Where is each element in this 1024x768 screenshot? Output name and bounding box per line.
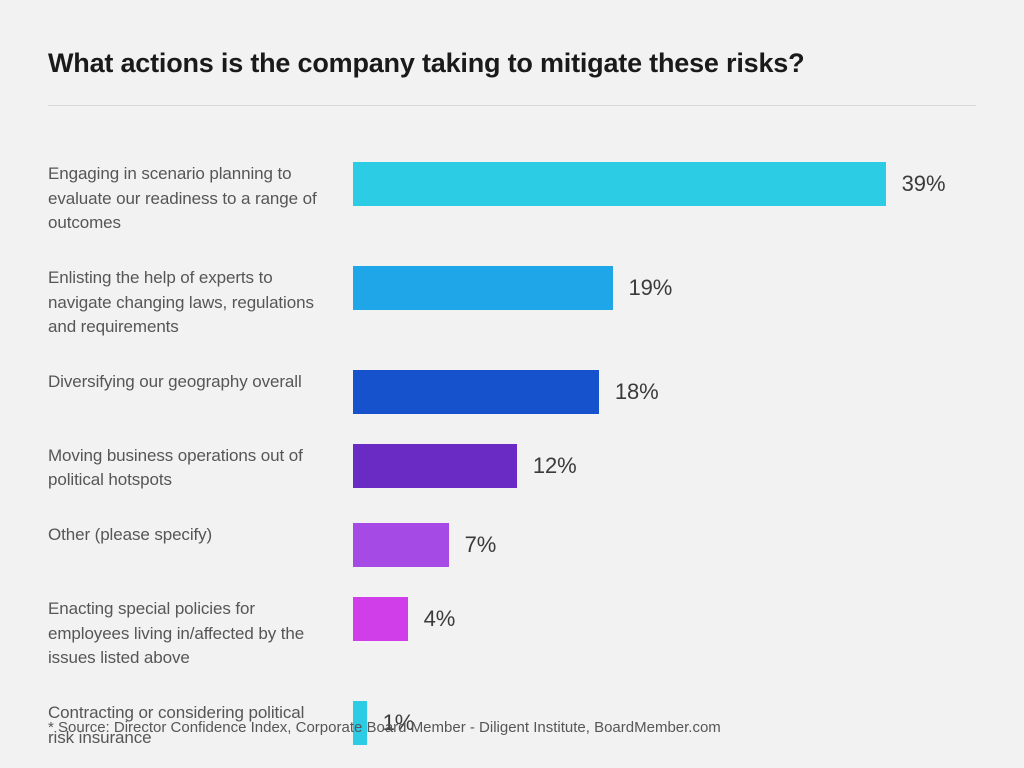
chart-footnote: * Source: Director Confidence Index, Cor… (48, 719, 721, 736)
bar-area: 7% (353, 523, 976, 567)
bar-row: Moving business operations out of politi… (48, 444, 976, 493)
bar-label: Enlisting the help of experts to navigat… (48, 266, 353, 340)
bar-row: Diversifying our geography overall 18% (48, 370, 976, 414)
bar-label: Engaging in scenario planning to evaluat… (48, 162, 353, 236)
bar-area: 18% (353, 370, 976, 414)
bar-value: 39% (902, 171, 946, 197)
bar-label: Diversifying our geography overall (48, 370, 353, 395)
bar (353, 597, 408, 641)
bar (353, 523, 449, 567)
bar-row: Engaging in scenario planning to evaluat… (48, 162, 976, 236)
bar-value: 19% (629, 275, 673, 301)
bar (353, 370, 599, 414)
bar (353, 266, 613, 310)
bar (353, 444, 517, 488)
bar-chart: Engaging in scenario planning to evaluat… (48, 162, 976, 750)
bar-label: Enacting special policies for employees … (48, 597, 353, 671)
bar-area: 19% (353, 266, 976, 310)
bar-row: Other (please specify) 7% (48, 523, 976, 567)
bar-value: 4% (424, 606, 456, 632)
bar-row: Enacting special policies for employees … (48, 597, 976, 671)
bar-value: 18% (615, 379, 659, 405)
bar-value: 12% (533, 453, 577, 479)
bar-area: 12% (353, 444, 976, 488)
bar-row: Enlisting the help of experts to navigat… (48, 266, 976, 340)
bar-label: Moving business operations out of politi… (48, 444, 353, 493)
bar-area: 39% (353, 162, 976, 206)
bar-label: Other (please specify) (48, 523, 353, 548)
bar-value: 7% (465, 532, 497, 558)
chart-title: What actions is the company taking to mi… (48, 48, 976, 106)
bar (353, 162, 886, 206)
bar-area: 4% (353, 597, 976, 641)
